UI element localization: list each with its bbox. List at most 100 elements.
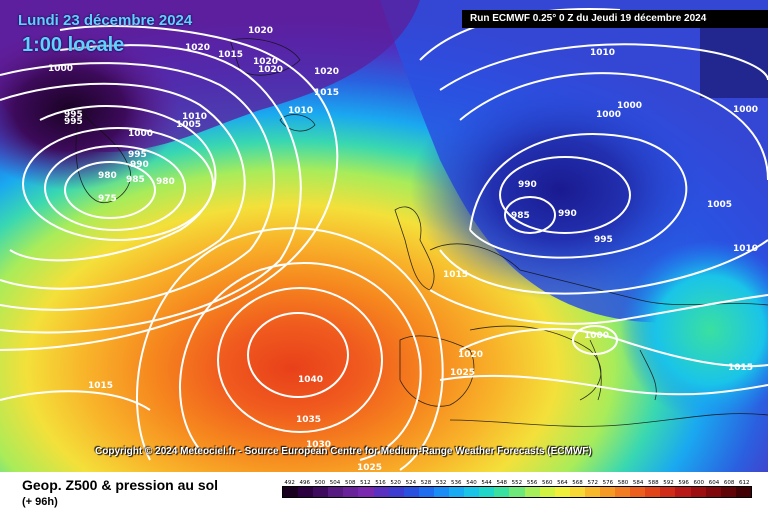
color-scale-tick: 516 xyxy=(375,480,386,486)
isobar-label: 985 xyxy=(126,175,145,185)
legend-footer: Geop. Z500 & pression au sol (+ 96h) 492… xyxy=(0,472,768,512)
isobar-label: 1005 xyxy=(176,120,201,130)
top-right-dark xyxy=(700,28,768,98)
color-scale-tick: 584 xyxy=(632,480,644,486)
isobar-label: 1010 xyxy=(182,112,207,122)
color-scale-swatch xyxy=(675,487,691,497)
color-scale-bar xyxy=(282,486,752,498)
forecast-date: Lundi 23 décembre 2024 xyxy=(18,12,193,29)
isobar-label: 1020 xyxy=(314,67,339,77)
color-scale-tick: 508 xyxy=(344,480,356,486)
color-scale-swatch xyxy=(705,487,721,497)
color-scale-tick: 536 xyxy=(451,480,462,486)
color-scale-swatch xyxy=(690,487,706,497)
color-scale-tick: 572 xyxy=(587,480,598,486)
color-scale-swatch xyxy=(569,487,585,497)
copyright-notice: Copyright © 2024 Meteociel.fr - Source E… xyxy=(95,446,592,457)
color-scale-swatch xyxy=(418,487,434,497)
isobar-label: 1010 xyxy=(288,106,313,116)
isobar-label: 1000 xyxy=(48,64,73,74)
isobar-label: 1000 xyxy=(733,105,758,115)
color-scale-swatch xyxy=(464,487,480,497)
color-scale-swatch xyxy=(509,487,525,497)
color-scale-swatch xyxy=(630,487,646,497)
isobar-label: 1035 xyxy=(296,415,321,425)
color-scale-tick: 524 xyxy=(405,480,417,486)
color-scale-swatch xyxy=(554,487,570,497)
color-scale: 492 496 500 504 508 512 516 520 524 528 532 536 540 5… xyxy=(282,480,752,498)
color-scale-tick: 576 xyxy=(602,480,614,486)
color-scale-tick: 512 xyxy=(360,480,371,486)
color-scale-tick: 548 xyxy=(496,480,508,486)
color-scale-tick: 552 xyxy=(511,480,523,486)
color-scale-tick: 596 xyxy=(678,480,689,486)
color-scale-swatch xyxy=(283,487,299,497)
isobar-label: 1000 xyxy=(596,110,621,120)
isobars xyxy=(0,8,768,471)
color-scale-swatch xyxy=(584,487,600,497)
isobar-label: 1000 xyxy=(128,129,153,139)
color-scale-tick: 604 xyxy=(708,480,720,486)
color-scale-tick: 560 xyxy=(541,480,553,486)
color-scale-tick: 528 xyxy=(420,480,432,486)
isobar-label: 1025 xyxy=(450,368,475,378)
color-scale-tick: 496 xyxy=(299,480,310,486)
isobar-labels: 1020 1020 1015 1020 1020 1000 1020 1015 … xyxy=(48,26,758,472)
isobar-label: 1030 xyxy=(306,440,331,450)
isobar-label: 1020 xyxy=(185,43,210,53)
color-scale-tick: 612 xyxy=(739,480,750,486)
color-scale-swatch xyxy=(599,487,616,497)
color-scale-tick: 580 xyxy=(617,480,629,486)
color-scale-swatch xyxy=(403,487,419,497)
isobar-label: 1010 xyxy=(733,244,758,254)
low-east-core xyxy=(410,80,710,300)
forecast-lead-time: (+ 96h) xyxy=(22,496,58,508)
color-scale-tick: 556 xyxy=(526,480,538,486)
low-west-core xyxy=(0,30,180,190)
color-scale-swatch xyxy=(328,487,344,497)
isobar-label: 995 xyxy=(64,110,83,120)
color-scale-tick: 540 xyxy=(466,480,477,486)
color-scale-tick: 492 xyxy=(284,480,295,486)
color-scale-swatch xyxy=(720,487,736,497)
isobar-label: 985 xyxy=(511,211,530,221)
color-scale-tick: 588 xyxy=(648,480,659,486)
isobar-label: 990 xyxy=(518,180,537,190)
isobar-label: 1010 xyxy=(590,48,615,58)
isobar-label: 995 xyxy=(64,117,83,127)
color-scale-swatch xyxy=(539,487,555,497)
isobar-label: 1040 xyxy=(298,375,323,385)
isobar-label: 1015 xyxy=(443,270,468,280)
color-scale-swatch xyxy=(449,487,465,497)
color-scale-swatch xyxy=(615,487,631,497)
color-scale-swatch xyxy=(494,487,510,497)
color-scale-tick: 600 xyxy=(693,480,705,486)
color-scale-tick: 532 xyxy=(435,480,447,486)
forecast-time: 1:00 locale xyxy=(22,34,125,56)
color-scale-swatch xyxy=(313,487,329,497)
isobar-label: 995 xyxy=(594,235,613,245)
isobar-label: 1000 xyxy=(617,101,642,111)
isobar-label: 995 xyxy=(128,150,147,160)
color-scale-swatch xyxy=(343,487,359,497)
color-scale-tick: 544 xyxy=(481,480,492,486)
color-scale-swatch xyxy=(358,487,374,497)
isobar-label: 1005 xyxy=(707,200,732,210)
isobar-label: 1015 xyxy=(314,88,339,98)
east-warm-patch xyxy=(620,240,768,420)
color-scale-tick: 520 xyxy=(390,480,401,486)
isobar-label: 1020 xyxy=(248,26,273,36)
isobar-label: 1015 xyxy=(728,363,753,373)
color-scale-tick: 564 xyxy=(557,480,568,486)
color-scale-swatch xyxy=(373,487,389,497)
isobar-label: 1000 xyxy=(584,331,609,341)
isobar-label: 1025 xyxy=(357,463,382,472)
color-scale-tick: 592 xyxy=(663,480,674,486)
color-scale-swatch xyxy=(735,487,751,497)
isobar-label: 990 xyxy=(130,160,149,170)
color-scale-tick: 608 xyxy=(723,480,735,486)
map-title: Geop. Z500 & pression au sol xyxy=(22,477,219,493)
color-scale-ticks: 492 496 500 504 508 512 516 520 524 528 532 536 540 5… xyxy=(282,480,752,486)
color-scale-tick: 504 xyxy=(329,480,341,486)
isobar-label: 1015 xyxy=(88,381,113,391)
